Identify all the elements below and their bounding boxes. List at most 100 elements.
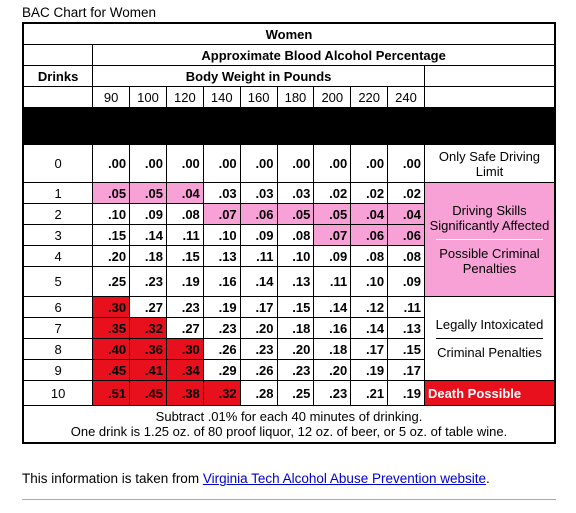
bac-value: .10 (350, 266, 389, 297)
bac-value: .00 (239, 144, 278, 183)
blank (22, 86, 94, 108)
bac-value: .23 (239, 338, 278, 360)
bac-value: .09 (387, 266, 425, 297)
subtitle-row: Approximate Blood Alcohol Percentage (22, 44, 556, 66)
bac-value: .13 (202, 245, 241, 267)
bac-value: .30 (92, 296, 131, 318)
data-row: 2.10.09.08.07.06.05.05.04.04 (22, 203, 555, 225)
bac-value: .09 (313, 245, 352, 267)
weight: 240 (387, 86, 425, 108)
bac-value: .07 (313, 224, 352, 246)
bac-value: .04 (165, 182, 204, 204)
blank (423, 65, 556, 87)
bac-value: .30 (165, 338, 204, 360)
bac-value: .00 (92, 144, 131, 183)
bac-value: .25 (92, 266, 131, 297)
bac-value: .00 (165, 144, 204, 183)
bac-table: Women Approximate Blood Alcohol Percentag… (22, 22, 556, 444)
note-divider (435, 239, 543, 240)
bac-value: .23 (276, 359, 315, 381)
bac-value: .18 (313, 338, 352, 360)
weights-row: 90 100 120 140 160 180 200 220 240 (22, 86, 556, 108)
bac-value: .05 (92, 182, 131, 204)
bac-value: .03 (239, 182, 278, 204)
bac-value: .09 (129, 203, 167, 225)
bac-value: .00 (387, 144, 425, 183)
bac-value: .16 (313, 317, 352, 339)
bac-value: .06 (350, 224, 389, 246)
bac-value: .11 (239, 245, 278, 267)
bac-value: .14 (350, 317, 389, 339)
weight: 140 (202, 86, 241, 108)
note: Only Safe Driving Limit (423, 144, 556, 183)
data-row: 10.51.45.38.32.28.25.23.21.19 Death Possi… (22, 380, 556, 406)
bac-value: .19 (387, 380, 425, 406)
data-row: 8.40.36.30.26.23.20.18.17.15 (22, 338, 555, 360)
bac-value: .03 (202, 182, 241, 204)
blank (22, 44, 94, 66)
bac-value: .10 (276, 245, 315, 267)
bac-value: .27 (129, 296, 167, 318)
bac-value: .14 (239, 266, 278, 297)
bac-value: .35 (92, 317, 131, 339)
bac-value: .38 (165, 380, 204, 406)
bac-value: .11 (165, 224, 204, 246)
bac-value: .00 (129, 144, 167, 183)
blank (423, 86, 556, 108)
bac-value: .08 (276, 224, 315, 246)
bac-value: .04 (387, 203, 425, 225)
weight: 160 (239, 86, 278, 108)
drinks: 9 (22, 359, 94, 381)
bac-value: .17 (387, 359, 425, 381)
drinks: 5 (22, 266, 94, 297)
bac-value: .27 (165, 317, 204, 339)
weight: 180 (276, 86, 315, 108)
bac-value: .40 (92, 338, 131, 360)
bac-value: .26 (239, 359, 278, 381)
bac-value: .32 (129, 317, 167, 339)
bac-value: .25 (276, 380, 315, 406)
bac-value: .00 (313, 144, 352, 183)
bac-value: .23 (313, 380, 352, 406)
drinks: 1 (22, 182, 94, 204)
table-title: Women (22, 22, 556, 45)
bac-value: .12 (350, 296, 389, 318)
bac-value: .34 (165, 359, 204, 381)
bac-value: .19 (350, 359, 389, 381)
bac-value: .10 (202, 224, 241, 246)
note-text: Only Safe Driving Limit (438, 148, 541, 179)
bac-value: .05 (313, 203, 352, 225)
bac-value: .29 (202, 359, 241, 381)
drinks-header: Drinks (22, 65, 94, 87)
bac-value: .08 (350, 245, 389, 267)
source-text: This information is taken from (22, 471, 203, 486)
bac-value: .02 (387, 182, 425, 204)
bac-value: .05 (129, 182, 167, 204)
header-row: Drinks Body Weight in Pounds (22, 65, 556, 87)
data-row: 6.30.27.23.19.17.15.14.12.11 Legally Into… (22, 296, 556, 381)
drinks: 3 (22, 224, 94, 246)
bac-value: .11 (313, 266, 352, 297)
bac-value: .00 (202, 144, 241, 183)
bac-value: .45 (92, 359, 131, 381)
drinks: 0 (22, 144, 94, 183)
bac-value: .23 (202, 317, 241, 339)
bac-value: .20 (313, 359, 352, 381)
bac-value: .14 (129, 224, 167, 246)
bac-value: .17 (350, 338, 389, 360)
bac-value: .07 (202, 203, 241, 225)
weight: 90 (92, 86, 131, 108)
bac-value: .20 (239, 317, 278, 339)
weight: 120 (165, 86, 204, 108)
drinks: 6 (22, 296, 94, 318)
title-row: Women (22, 22, 556, 45)
note-text: Driving Skills Significantly Affected (429, 203, 550, 233)
data-row: 7.35.32.27.23.20.18.16.14.13 (22, 317, 555, 339)
bac-value: .13 (387, 317, 425, 339)
bac-value: .32 (202, 380, 241, 406)
bac-value: .05 (276, 203, 315, 225)
bac-value: .41 (129, 359, 167, 381)
bac-value: .36 (129, 338, 167, 360)
data-row: 5.25.23.19.16.14.13.11.10.09 (22, 266, 555, 297)
source-link[interactable]: Virginia Tech Alcohol Abuse Prevention w… (202, 471, 487, 486)
